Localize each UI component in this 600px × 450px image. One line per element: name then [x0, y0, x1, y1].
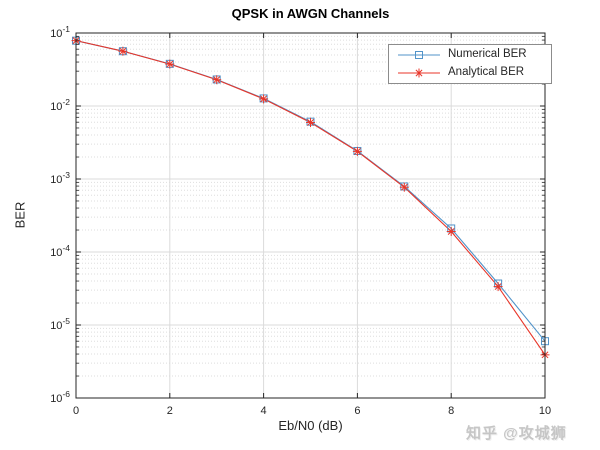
series-line	[75, 40, 546, 342]
y-tick-label: 10-4	[50, 243, 70, 259]
y-tick-label: 10-2	[50, 97, 70, 113]
watermark: 知乎 @攻城狮	[466, 425, 567, 442]
series-line	[75, 40, 546, 356]
x-tick-label: 2	[167, 405, 173, 417]
legend-item-asterisk: Analytical BER	[389, 65, 551, 82]
y-tick-label: 10-1	[50, 24, 70, 40]
axes-box	[75, 32, 546, 399]
grid-major	[76, 33, 545, 398]
y-tick-label: 10-3	[50, 170, 70, 186]
legend: Numerical BER Analytical BER	[388, 44, 552, 84]
x-tick-label: 4	[261, 405, 267, 417]
y-tick-label: 10-6	[50, 389, 70, 405]
series	[71, 36, 550, 360]
grid-minor	[76, 35, 545, 377]
series-markers	[71, 36, 550, 360]
square-marker-icon	[398, 50, 440, 59]
legend-label: Numerical BER	[448, 48, 527, 61]
legend-item-square: Numerical BER	[389, 46, 551, 63]
x-tick-label: 8	[448, 405, 454, 417]
asterisk-marker-icon	[398, 68, 440, 78]
x-tick-label: 6	[354, 405, 360, 417]
y-tick-label: 10-5	[50, 316, 70, 332]
x-tick-label: 0	[73, 405, 79, 417]
x-axis-label: Eb/N0 (dB)	[278, 418, 343, 433]
axes	[75, 32, 546, 399]
chart-title: QPSK in AWGN Channels	[231, 6, 390, 21]
x-tick-label: 10	[539, 405, 551, 417]
legend-label: Analytical BER	[448, 66, 525, 79]
